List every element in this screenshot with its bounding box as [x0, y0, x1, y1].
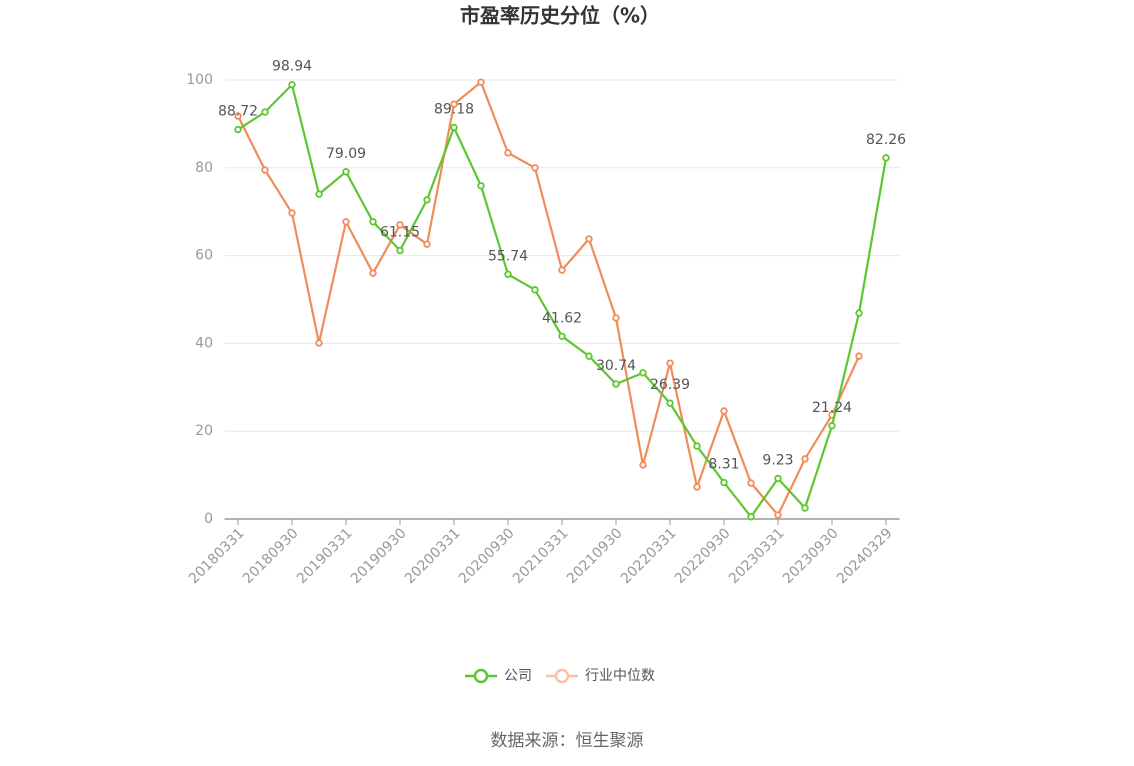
data-label: 30.74: [596, 358, 636, 374]
data-point: [531, 164, 539, 172]
data-point: [720, 478, 728, 487]
data-point: [882, 154, 890, 162]
data-label: 8.31: [708, 457, 739, 473]
x-tick-label: 20240329: [834, 525, 896, 587]
x-tick-label: 20180930: [240, 525, 302, 587]
data-point: [288, 80, 296, 89]
y-tick-label: 60: [195, 248, 213, 264]
x-tick-label: 20210331: [510, 525, 572, 587]
data-label: 79.09: [326, 146, 366, 162]
data-label: 26.39: [650, 377, 690, 393]
data-point: [504, 270, 512, 279]
chart-title: 市盈率历史分位（%）: [460, 4, 660, 28]
data-point: [315, 339, 323, 347]
legend-label: 公司: [504, 668, 532, 684]
x-tick-label: 20200930: [456, 525, 518, 587]
data-point: [612, 380, 620, 388]
data-label: 55.74: [488, 248, 528, 264]
x-tick-label: 20220331: [618, 525, 680, 587]
data-point: [855, 309, 863, 317]
data-point: [855, 352, 863, 360]
data-point: [477, 78, 485, 86]
y-tick-label: 100: [186, 72, 213, 88]
x-tick-label: 20180331: [186, 525, 248, 587]
data-point: [234, 112, 242, 120]
data-point: [639, 461, 647, 469]
y-tick-label: 0: [204, 511, 213, 527]
x-tick-label: 20230930: [780, 525, 842, 587]
source: 数据来源：恒生聚源: [491, 731, 644, 751]
x-tick-label: 20200331: [402, 525, 464, 587]
data-label: 98.94: [272, 59, 312, 75]
data-point: [423, 196, 431, 204]
x-tick-label: 20230331: [726, 525, 788, 587]
data-point: [450, 100, 458, 108]
data-point: [504, 149, 512, 157]
data-point: [747, 479, 755, 487]
data-point: [774, 474, 782, 483]
data-point: [396, 246, 404, 255]
y-tick-label: 40: [195, 335, 213, 351]
data-point: [693, 442, 701, 450]
data-point: [774, 511, 782, 519]
y-tick-label: 80: [195, 160, 213, 176]
legend-marker: [554, 668, 570, 684]
data-point: [531, 286, 539, 294]
x-tick-label: 20190331: [294, 525, 356, 587]
data-point: [261, 108, 269, 116]
data-point: [342, 218, 350, 226]
data-label: 88.72: [218, 104, 258, 120]
data-point: [558, 332, 566, 340]
data-point: [369, 269, 377, 277]
data-point: [558, 266, 566, 274]
data-point: [612, 314, 620, 322]
data-point: [450, 123, 458, 132]
data-label: 61.15: [380, 225, 420, 241]
data-point: [693, 483, 701, 491]
data-point: [396, 221, 404, 229]
data-point: [585, 352, 593, 360]
data-label: 89.18: [434, 101, 474, 117]
data-point: [801, 504, 809, 512]
data-point: [747, 513, 755, 521]
data-point: [315, 190, 323, 198]
data-point: [828, 422, 836, 430]
data-point: [666, 399, 674, 407]
data-point: [801, 455, 809, 463]
data-point: [342, 168, 350, 176]
x-tick-label: 20190930: [348, 525, 410, 587]
data-point: [234, 125, 242, 134]
data-point: [666, 359, 674, 367]
data-label: 21.24: [812, 400, 852, 416]
x-tick-label: 20210930: [564, 525, 626, 587]
y-tick-label: 20: [195, 423, 213, 439]
data-label: 41.62: [542, 310, 582, 326]
data-point: [585, 235, 593, 243]
x-tick-label: 20220930: [672, 525, 734, 587]
data-label: 82.26: [866, 132, 906, 148]
series-line: [237, 80, 860, 518]
legend-marker: [473, 668, 489, 684]
data-point: [423, 240, 431, 248]
data-point: [261, 166, 269, 174]
legend-label: 行业中位数: [585, 668, 655, 684]
data-point: [720, 407, 728, 415]
data-point: [369, 218, 377, 226]
data-point: [288, 209, 296, 217]
data-point: [639, 369, 647, 377]
data-label: 9.23: [762, 452, 793, 468]
data-point: [477, 182, 485, 190]
